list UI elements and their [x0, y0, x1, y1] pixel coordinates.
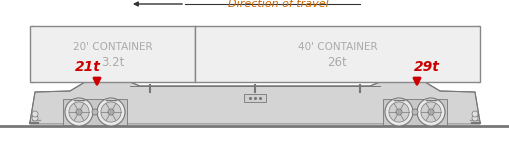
Circle shape	[471, 111, 477, 117]
Circle shape	[32, 111, 38, 117]
Bar	[382, 99, 446, 125]
Bar	[63, 99, 127, 125]
Circle shape	[32, 115, 38, 121]
Circle shape	[384, 98, 412, 126]
Bar	[30, 26, 194, 82]
Bar	[194, 26, 479, 82]
Circle shape	[101, 102, 121, 122]
Circle shape	[108, 109, 114, 115]
Polygon shape	[30, 82, 479, 124]
Circle shape	[65, 98, 93, 126]
Text: 21t: 21t	[75, 60, 101, 74]
Circle shape	[411, 109, 417, 115]
Text: 40' CONTAINER: 40' CONTAINER	[297, 42, 377, 52]
Text: Direction of travel: Direction of travel	[228, 0, 328, 9]
Circle shape	[395, 109, 401, 115]
Circle shape	[420, 102, 440, 122]
Text: 20' CONTAINER: 20' CONTAINER	[73, 42, 152, 52]
Circle shape	[92, 109, 98, 115]
Circle shape	[471, 115, 477, 121]
Circle shape	[388, 102, 408, 122]
Text: 26t: 26t	[327, 55, 347, 69]
Text: 3.2t: 3.2t	[101, 55, 124, 69]
Circle shape	[427, 109, 433, 115]
Text: 29t: 29t	[413, 60, 439, 74]
Circle shape	[69, 102, 89, 122]
Circle shape	[416, 98, 444, 126]
Bar	[243, 94, 266, 102]
Circle shape	[76, 109, 82, 115]
Circle shape	[97, 98, 125, 126]
